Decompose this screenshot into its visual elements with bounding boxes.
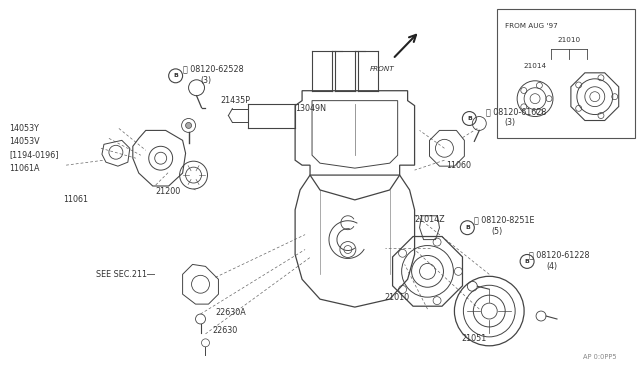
Text: Ⓑ 08120-61228: Ⓑ 08120-61228 <box>529 250 589 259</box>
Text: (5): (5) <box>492 227 502 236</box>
Text: 22630A: 22630A <box>216 308 246 317</box>
Text: AP 0:0PP5: AP 0:0PP5 <box>583 354 617 360</box>
Text: Ⓑ 08120-62528: Ⓑ 08120-62528 <box>182 64 243 73</box>
Text: FROM AUG '97: FROM AUG '97 <box>505 23 558 29</box>
Text: (4): (4) <box>546 262 557 271</box>
Text: 21200: 21200 <box>156 187 181 196</box>
Text: 13049N: 13049N <box>295 104 326 113</box>
Text: 21014: 21014 <box>524 63 547 69</box>
Text: 21010: 21010 <box>557 37 580 43</box>
Text: 11061: 11061 <box>63 195 88 204</box>
Text: B: B <box>465 225 470 230</box>
Text: [1194-0196]: [1194-0196] <box>10 150 59 159</box>
Text: Ⓑ 08120-8251E: Ⓑ 08120-8251E <box>474 215 535 224</box>
Text: B: B <box>173 73 178 78</box>
Text: 11060: 11060 <box>447 161 472 170</box>
Text: SEE SEC.211―: SEE SEC.211― <box>96 270 155 279</box>
Circle shape <box>186 122 191 128</box>
Text: FRONT: FRONT <box>370 66 394 72</box>
Text: (3): (3) <box>504 118 515 127</box>
Text: B: B <box>467 116 472 121</box>
Text: 11061A: 11061A <box>10 164 40 173</box>
Text: Ⓑ 08120-61628: Ⓑ 08120-61628 <box>486 107 547 116</box>
Text: 21014Z: 21014Z <box>415 215 445 224</box>
Text: 14053Y: 14053Y <box>10 124 39 133</box>
Text: 21010: 21010 <box>385 293 410 302</box>
Bar <box>497 9 635 138</box>
Text: 14053V: 14053V <box>10 137 40 146</box>
Text: 21435P: 21435P <box>220 96 250 105</box>
Text: 22630: 22630 <box>212 326 237 336</box>
Text: (3): (3) <box>200 76 212 85</box>
Text: B: B <box>525 259 529 264</box>
Text: 21051: 21051 <box>461 334 486 343</box>
